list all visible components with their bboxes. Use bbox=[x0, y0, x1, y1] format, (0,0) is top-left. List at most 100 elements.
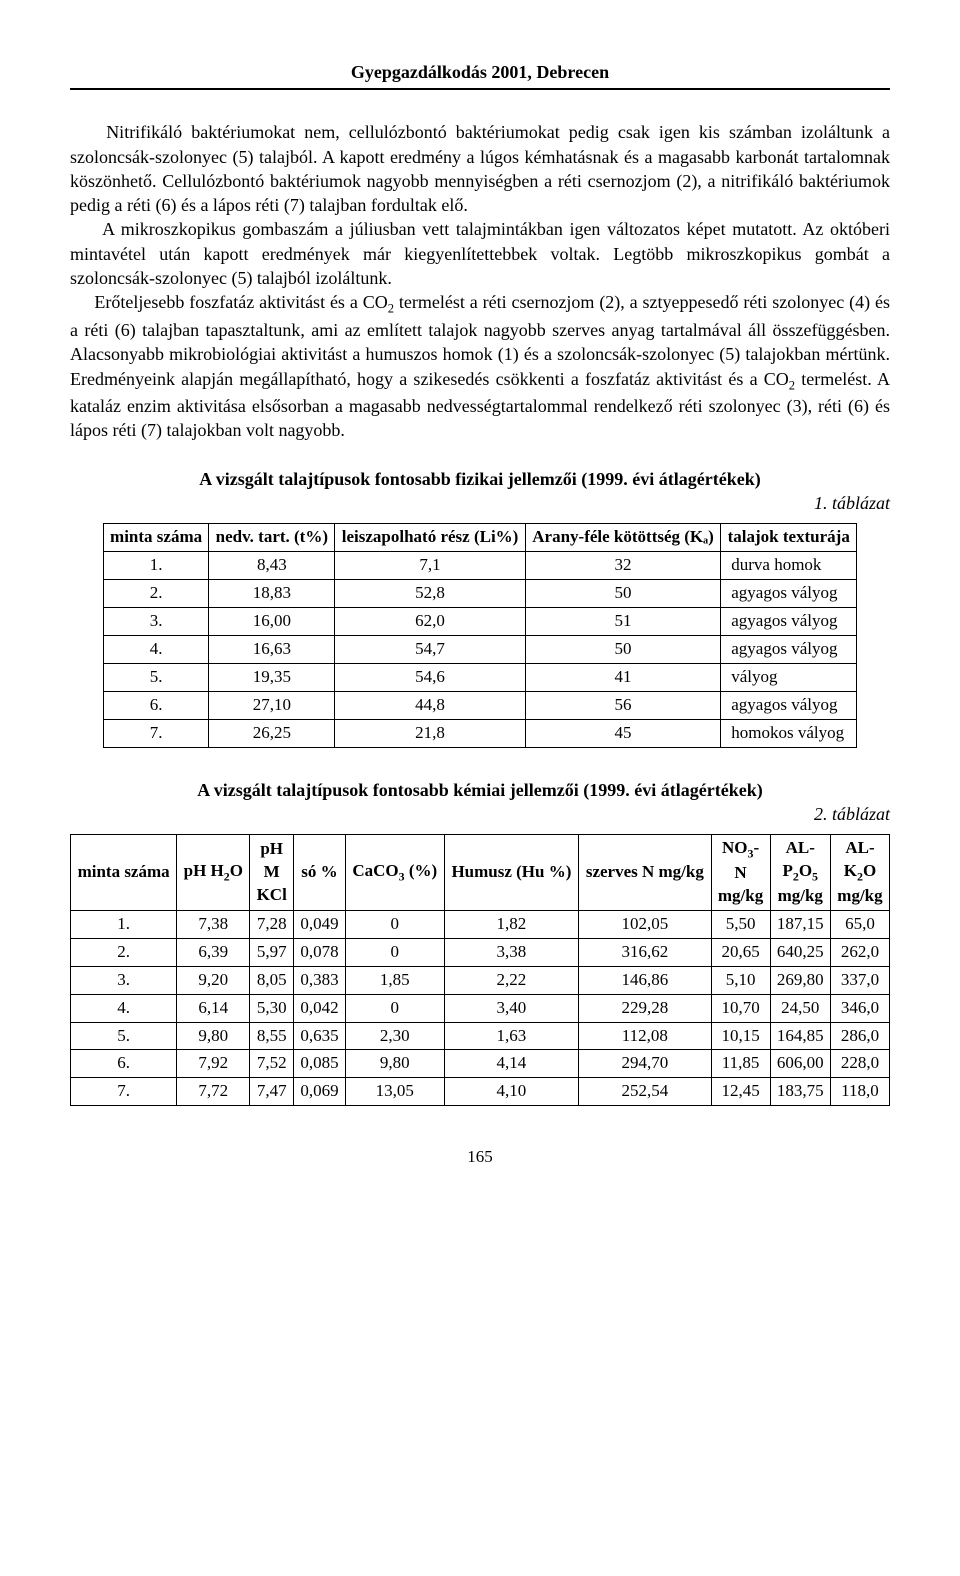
table-cell: 0,042 bbox=[294, 994, 346, 1022]
table-cell: 4. bbox=[103, 636, 209, 664]
table-cell: 146,86 bbox=[579, 966, 711, 994]
table2: minta száma pH H2O pHMKCl só % CaCO3 (%)… bbox=[70, 834, 890, 1106]
table-cell: 1,85 bbox=[345, 966, 444, 994]
table-cell: 10,15 bbox=[711, 1022, 770, 1050]
table-cell: agyagos vályog bbox=[721, 636, 857, 664]
t2-h2: pHMKCl bbox=[250, 835, 294, 910]
table-cell: 164,85 bbox=[770, 1022, 830, 1050]
table1-ref: 1. táblázat bbox=[70, 491, 890, 515]
table-cell: 62,0 bbox=[335, 608, 525, 636]
table-cell: 6. bbox=[71, 1050, 177, 1078]
table1: minta száma nedv. tart. (t%) leiszapolha… bbox=[103, 523, 857, 748]
table-cell: 0,078 bbox=[294, 938, 346, 966]
t2-h5: Humusz (Hu %) bbox=[444, 835, 578, 910]
table-row: 2.18,8352,850agyagos vályog bbox=[103, 580, 856, 608]
table-cell: 0,069 bbox=[294, 1078, 346, 1106]
t2-h1: pH H2O bbox=[177, 835, 250, 910]
table-cell: 20,65 bbox=[711, 938, 770, 966]
table-row: 1.8,437,132durva homok bbox=[103, 552, 856, 580]
table-cell: 9,80 bbox=[177, 1022, 250, 1050]
table-cell: 50 bbox=[525, 636, 720, 664]
t2-h3: só % bbox=[294, 835, 346, 910]
table-cell: 1,63 bbox=[444, 1022, 578, 1050]
t2-h7: NO3-Nmg/kg bbox=[711, 835, 770, 910]
table-cell: 44,8 bbox=[335, 691, 525, 719]
table-cell: 286,0 bbox=[830, 1022, 889, 1050]
table-cell: 24,50 bbox=[770, 994, 830, 1022]
table-cell: 9,80 bbox=[345, 1050, 444, 1078]
table-cell: 19,35 bbox=[209, 664, 335, 692]
table-cell: 41 bbox=[525, 664, 720, 692]
table-cell: 54,6 bbox=[335, 664, 525, 692]
table-cell: 3,40 bbox=[444, 994, 578, 1022]
table-cell: 65,0 bbox=[830, 910, 889, 938]
table-cell: 51 bbox=[525, 608, 720, 636]
table-cell: 3,38 bbox=[444, 938, 578, 966]
table-cell: 0,049 bbox=[294, 910, 346, 938]
table-cell: 229,28 bbox=[579, 994, 711, 1022]
table-cell: 13,05 bbox=[345, 1078, 444, 1106]
table-cell: 262,0 bbox=[830, 938, 889, 966]
table-cell: 54,7 bbox=[335, 636, 525, 664]
page-header: Gyepgazdálkodás 2001, Debrecen bbox=[70, 60, 890, 90]
table-cell: 294,70 bbox=[579, 1050, 711, 1078]
table-cell: 16,00 bbox=[209, 608, 335, 636]
table-cell: 5,97 bbox=[250, 938, 294, 966]
table-cell: 2,30 bbox=[345, 1022, 444, 1050]
table-cell: 6,39 bbox=[177, 938, 250, 966]
table-cell: 640,25 bbox=[770, 938, 830, 966]
table-cell: agyagos vályog bbox=[721, 608, 857, 636]
table-cell: 52,8 bbox=[335, 580, 525, 608]
table-cell: 118,0 bbox=[830, 1078, 889, 1106]
table-row: 7.26,2521,845homokos vályog bbox=[103, 719, 856, 747]
table-cell: 4,10 bbox=[444, 1078, 578, 1106]
table-cell: 187,15 bbox=[770, 910, 830, 938]
table-cell: 27,10 bbox=[209, 691, 335, 719]
table-row: 4.6,145,300,04203,40229,2810,7024,50346,… bbox=[71, 994, 890, 1022]
table-cell: 228,0 bbox=[830, 1050, 889, 1078]
t2-h6: szerves N mg/kg bbox=[579, 835, 711, 910]
table-cell: 0,635 bbox=[294, 1022, 346, 1050]
table-cell: vályog bbox=[721, 664, 857, 692]
table-cell: 5. bbox=[71, 1022, 177, 1050]
table-cell: 3. bbox=[71, 966, 177, 994]
table-row: 5.19,3554,641vályog bbox=[103, 664, 856, 692]
table-row: 3.16,0062,051agyagos vályog bbox=[103, 608, 856, 636]
table-cell: 183,75 bbox=[770, 1078, 830, 1106]
section1-title: A vizsgált talajtípusok fontosabb fizika… bbox=[70, 467, 890, 491]
table-cell: 8,55 bbox=[250, 1022, 294, 1050]
table-cell: 7,72 bbox=[177, 1078, 250, 1106]
t1-h3: Arany-féle kötöttség (Kₐ) bbox=[525, 524, 720, 552]
table-cell: 4,14 bbox=[444, 1050, 578, 1078]
t2-h8: AL-P2O5mg/kg bbox=[770, 835, 830, 910]
table-cell: 4. bbox=[71, 994, 177, 1022]
table-cell: 1. bbox=[71, 910, 177, 938]
table-cell: 606,00 bbox=[770, 1050, 830, 1078]
table-row: 6.27,1044,856agyagos vályog bbox=[103, 691, 856, 719]
table-cell: 1. bbox=[103, 552, 209, 580]
table-cell: 5,30 bbox=[250, 994, 294, 1022]
table-cell: 50 bbox=[525, 580, 720, 608]
table-cell: 0,383 bbox=[294, 966, 346, 994]
table-cell: 0 bbox=[345, 938, 444, 966]
table-cell: 7,1 bbox=[335, 552, 525, 580]
table-cell: 5,10 bbox=[711, 966, 770, 994]
table-cell: 7,38 bbox=[177, 910, 250, 938]
table-cell: 252,54 bbox=[579, 1078, 711, 1106]
t2-h4: CaCO3 (%) bbox=[345, 835, 444, 910]
table-cell: 21,8 bbox=[335, 719, 525, 747]
table-cell: 346,0 bbox=[830, 994, 889, 1022]
body-paragraph: Nitrifikáló baktériumokat nem, cellulózb… bbox=[70, 120, 890, 442]
table-cell: 5. bbox=[103, 664, 209, 692]
table-cell: 337,0 bbox=[830, 966, 889, 994]
t2-h9: AL-K2Omg/kg bbox=[830, 835, 889, 910]
table-cell: durva homok bbox=[721, 552, 857, 580]
table-row: 5.9,808,550,6352,301,63112,0810,15164,85… bbox=[71, 1022, 890, 1050]
table-cell: 8,43 bbox=[209, 552, 335, 580]
table-cell: 7,92 bbox=[177, 1050, 250, 1078]
section2-title: A vizsgált talajtípusok fontosabb kémiai… bbox=[70, 778, 890, 802]
table-cell: 6. bbox=[103, 691, 209, 719]
table-cell: agyagos vályog bbox=[721, 580, 857, 608]
table-row: 6.7,927,520,0859,804,14294,7011,85606,00… bbox=[71, 1050, 890, 1078]
table-cell: 7,47 bbox=[250, 1078, 294, 1106]
